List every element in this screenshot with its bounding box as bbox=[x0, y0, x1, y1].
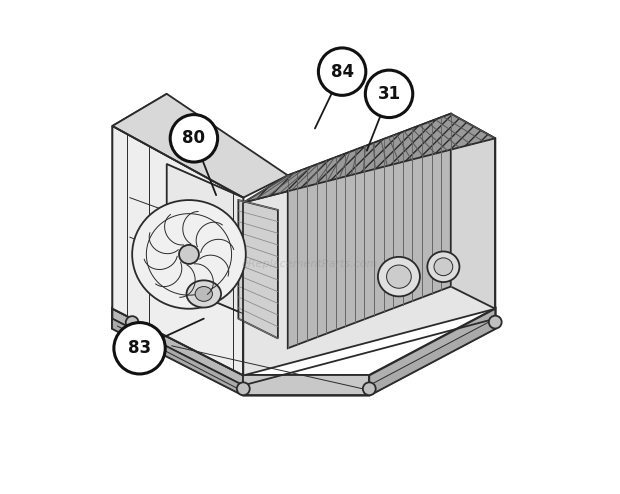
Ellipse shape bbox=[434, 258, 453, 276]
Circle shape bbox=[319, 48, 366, 95]
Polygon shape bbox=[238, 200, 278, 338]
Circle shape bbox=[363, 382, 376, 395]
Polygon shape bbox=[243, 114, 495, 203]
Ellipse shape bbox=[427, 251, 459, 282]
Circle shape bbox=[126, 316, 139, 329]
Circle shape bbox=[489, 316, 502, 329]
Polygon shape bbox=[112, 94, 288, 198]
Polygon shape bbox=[288, 114, 451, 348]
Circle shape bbox=[114, 323, 166, 374]
Polygon shape bbox=[112, 309, 243, 395]
Ellipse shape bbox=[179, 245, 199, 264]
Circle shape bbox=[237, 382, 250, 395]
Text: 31: 31 bbox=[378, 85, 401, 103]
Polygon shape bbox=[243, 138, 495, 375]
Polygon shape bbox=[112, 94, 167, 309]
Ellipse shape bbox=[132, 200, 246, 309]
Text: 80: 80 bbox=[182, 129, 205, 147]
Ellipse shape bbox=[195, 287, 213, 301]
Polygon shape bbox=[370, 309, 495, 395]
Polygon shape bbox=[112, 319, 243, 395]
Text: eReplacementParts.com: eReplacementParts.com bbox=[242, 259, 378, 269]
Polygon shape bbox=[243, 375, 370, 395]
Ellipse shape bbox=[387, 265, 411, 288]
Polygon shape bbox=[451, 114, 495, 309]
Ellipse shape bbox=[378, 257, 420, 296]
Polygon shape bbox=[112, 309, 495, 395]
Polygon shape bbox=[370, 319, 495, 395]
Circle shape bbox=[170, 115, 218, 162]
Polygon shape bbox=[167, 164, 243, 314]
Ellipse shape bbox=[187, 280, 221, 307]
Polygon shape bbox=[112, 126, 243, 375]
Text: 84: 84 bbox=[330, 63, 353, 81]
Text: 83: 83 bbox=[128, 339, 151, 357]
Circle shape bbox=[365, 70, 413, 118]
